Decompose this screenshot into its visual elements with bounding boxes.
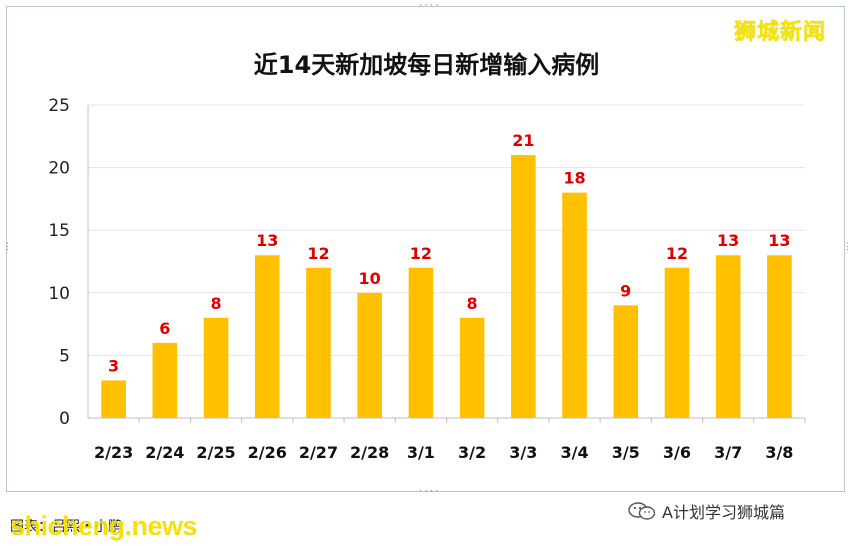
bar-value-label: 9 xyxy=(620,281,631,300)
bar-value-label: 12 xyxy=(666,244,688,263)
bar xyxy=(203,317,229,418)
x-tick-label: 3/8 xyxy=(765,443,793,462)
bar-value-label: 10 xyxy=(359,269,381,288)
bar-value-label: 13 xyxy=(768,231,790,250)
wechat-account: A计划学习狮城篇 xyxy=(628,501,785,522)
bar-value-label: 3 xyxy=(108,356,119,375)
y-tick-label: 25 xyxy=(48,96,70,116)
bar-value-label: 8 xyxy=(210,294,221,313)
y-tick-label: 10 xyxy=(48,284,70,304)
x-tick-label: 3/4 xyxy=(560,443,588,462)
bar-value-label: 18 xyxy=(563,169,585,188)
bar xyxy=(254,255,280,418)
bar-value-label: 8 xyxy=(467,294,478,313)
bar-value-label: 13 xyxy=(256,231,278,250)
x-tick-label: 2/25 xyxy=(196,443,235,462)
bar xyxy=(101,380,126,418)
x-tick-label: 2/28 xyxy=(350,443,389,462)
x-tick-label: 3/5 xyxy=(612,443,640,462)
bar-value-label: 12 xyxy=(410,244,432,263)
bar-value-label: 13 xyxy=(717,231,739,250)
chart-title: 近14天新加坡每日新增输入病例 xyxy=(253,51,600,79)
y-tick-label: 5 xyxy=(59,346,70,366)
x-tick-label: 3/1 xyxy=(407,443,435,462)
x-tick-label: 2/24 xyxy=(145,443,184,462)
brand-logo-text: 狮城新闻 xyxy=(734,20,827,45)
bar xyxy=(357,292,382,418)
chart-credit: 图表：吕熙・小鹏 xyxy=(10,519,122,535)
bar xyxy=(767,255,792,418)
site-watermark: shicheng.news xyxy=(10,511,198,541)
x-tick-label: 2/27 xyxy=(299,443,338,462)
bar-value-label: 21 xyxy=(512,131,534,150)
wechat-account-name: A计划学习狮城篇 xyxy=(662,503,785,522)
bar xyxy=(152,342,178,418)
bar xyxy=(408,267,434,418)
resize-handle-top[interactable]: ···· xyxy=(418,1,440,11)
wechat-icon xyxy=(628,502,656,520)
x-tick-label: 3/7 xyxy=(714,443,742,462)
x-tick-label: 2/23 xyxy=(94,443,133,462)
y-tick-label: 20 xyxy=(48,159,70,179)
y-tick-label: 15 xyxy=(48,221,70,241)
bar xyxy=(511,155,536,418)
x-tick-label: 3/6 xyxy=(663,443,691,462)
resize-handle-right[interactable]: ⋮ xyxy=(843,242,852,252)
x-tick-label: 3/2 xyxy=(458,443,486,462)
resize-handle-bottom[interactable]: ···· xyxy=(418,487,440,497)
bar-value-label: 12 xyxy=(307,244,329,263)
bar xyxy=(715,255,741,418)
bar xyxy=(562,192,587,418)
bar xyxy=(306,267,331,418)
x-tick-label: 3/3 xyxy=(509,443,537,462)
y-tick-label: 0 xyxy=(59,409,70,429)
x-tick-label: 2/26 xyxy=(248,443,287,462)
bar xyxy=(459,317,485,418)
resize-handle-left[interactable]: ⋮ xyxy=(3,242,12,252)
bar xyxy=(613,305,639,418)
bar xyxy=(664,267,690,418)
bar-value-label: 6 xyxy=(159,319,170,338)
